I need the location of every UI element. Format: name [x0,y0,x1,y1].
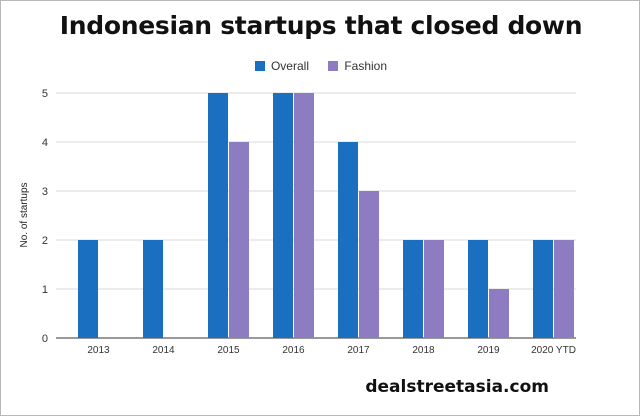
bar-overall [273,93,293,338]
x-tick-label: 2015 [217,345,240,356]
x-tick-label: 2020 YTD [531,345,576,356]
legend-item-fashion: Fashion [328,59,387,73]
bar-overall [468,240,488,338]
brand-logo: dealstreetasia.com [365,377,549,397]
bar-fashion [359,191,379,338]
x-tick-label: 2016 [282,345,305,356]
y-tick-label: 3 [42,186,48,198]
y-tick-label: 2 [42,235,48,247]
bar-fashion [229,142,249,338]
bar-overall [403,240,423,338]
bar-overall [143,240,163,338]
legend-item-overall: Overall [254,59,309,73]
y-tick-label: 1 [42,284,48,296]
bar-overall [208,93,228,338]
y-tick-label: 4 [42,137,48,149]
x-tick-label: 2014 [152,345,175,356]
x-tick-label: 2018 [412,345,435,356]
legend: Overall Fashion [1,59,639,74]
bar-fashion [489,289,509,338]
legend-label-fashion: Fashion [344,59,388,73]
legend-swatch-overall [254,61,265,71]
bar-overall [533,240,553,338]
y-tick-label: 0 [42,333,48,345]
x-tick-label: 2013 [87,345,110,356]
bar-overall [78,240,98,338]
x-tick-label: 2017 [347,345,370,356]
bar-fashion [554,240,574,338]
chart-title: Indonesian startups that closed down [59,11,583,40]
bar-fashion [424,240,444,338]
bar-overall [338,142,358,338]
x-tick-label: 2019 [477,345,500,356]
legend-swatch-fashion [328,61,339,71]
bar-fashion [294,93,314,338]
y-tick-label: 5 [42,88,48,100]
legend-label-overall: Overall [270,59,309,73]
y-axis-label: No. of startups [19,182,30,247]
